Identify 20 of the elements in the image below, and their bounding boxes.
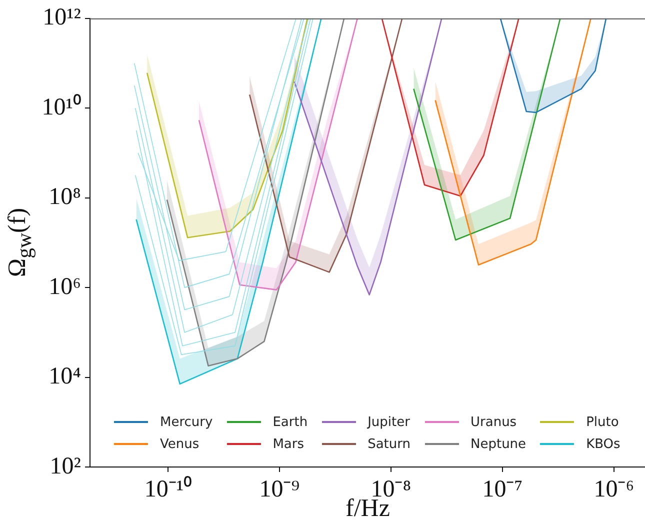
y-tick-label: 10² [50, 453, 81, 480]
y-tick-label: 10¹⁰ [42, 93, 81, 120]
y-tick-label: 10¹² [42, 4, 81, 31]
y-tick-label: 10⁶ [48, 274, 81, 300]
legend-label: Neptune [470, 436, 526, 452]
legend-label: Uranus [470, 414, 517, 430]
x-tick-label: 10⁻⁹ [259, 476, 300, 503]
legend-label: Pluto [586, 414, 619, 430]
legend-label: Mercury [160, 414, 213, 430]
legend-label: Mars [272, 436, 304, 452]
y-tick-label: 10⁸ [48, 184, 81, 210]
legend-label: Jupiter [368, 414, 410, 430]
legend-label: Saturn [368, 436, 410, 452]
y-tick-label: 10⁴ [48, 364, 81, 390]
x-tick-label: 10⁻¹⁰ [144, 476, 192, 503]
x-tick-label: 10⁻⁷ [482, 476, 523, 503]
x-tick-label: 10⁻⁶ [594, 476, 634, 503]
legend-label: Earth [272, 414, 308, 430]
legend-label: KBOs [586, 436, 620, 452]
legend-label: Venus [160, 436, 200, 452]
